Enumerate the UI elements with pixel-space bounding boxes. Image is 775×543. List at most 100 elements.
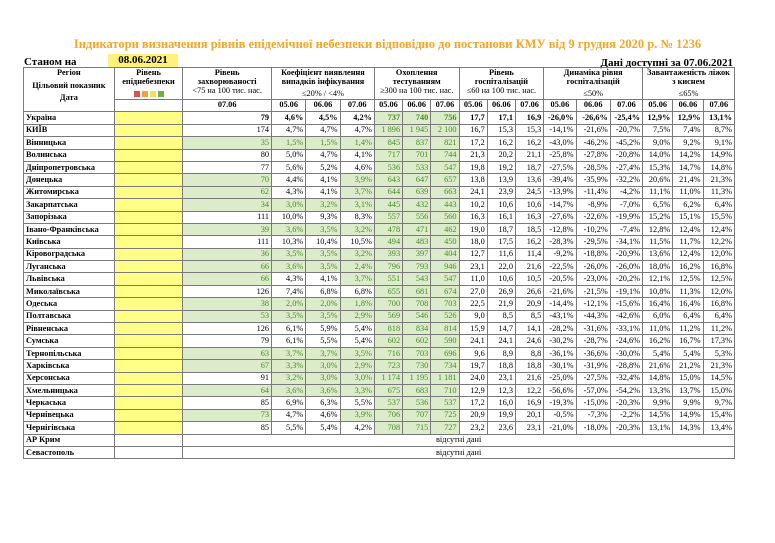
region-name: Донецька — [23, 173, 115, 187]
value-cell: 19,8 — [458, 160, 488, 175]
value-cell: 24,1 — [486, 334, 517, 348]
value-cell: 6,0% — [642, 309, 674, 324]
value-cell: 12,5% — [702, 272, 736, 286]
value-cell: 53 — [182, 309, 273, 324]
value-cell: 17,3% — [702, 334, 736, 348]
level-cell — [113, 160, 184, 175]
value-cell: 6,4% — [702, 309, 736, 324]
value-cell: -0,5% — [543, 408, 577, 423]
value-cell: 4,7% — [271, 408, 307, 423]
value-cell: 20,6% — [642, 173, 674, 187]
value-cell: 11,1% — [642, 185, 674, 200]
value-cell: 73 — [182, 408, 273, 423]
value-cell: 17,2 — [458, 396, 488, 410]
region-name: Кіровоградська — [23, 247, 115, 262]
value-cell: 21,6 — [514, 371, 545, 386]
value-cell: 4,6% — [339, 160, 375, 175]
value-cell: 717 — [373, 148, 404, 162]
table-row: Миколаївська 126 7,4% 6,8% 6,8% 655 681 674 27,0… — [23, 284, 736, 299]
table-row: Волинська 80 5,0% 4,7% 4,1% 717 701 744 21,3 20,2… — [23, 148, 736, 162]
value-cell: 4,3% — [271, 272, 307, 286]
value-cell: -15,6% — [609, 297, 644, 311]
value-cell: -56,6% — [543, 383, 577, 398]
region-name: Дніпропетровська — [23, 160, 115, 175]
value-cell: 3,2% — [339, 247, 375, 262]
value-cell: 64 — [182, 383, 273, 398]
value-cell: 12,1% — [642, 272, 674, 286]
value-cell: -26,6% — [575, 111, 611, 125]
value-cell: 6,1% — [271, 322, 307, 336]
value-cell: 706 — [373, 408, 404, 423]
value-cell: -27,5% — [575, 371, 611, 386]
table-row: Тернопільська 63 3,7% 3,7% 3,5% 716 703 696 9,6 8… — [23, 346, 736, 361]
value-cell: -27,5% — [543, 160, 577, 175]
value-cell: 4,1% — [339, 148, 375, 162]
value-cell: -4,2% — [609, 185, 644, 200]
testing-header: Охоплення тестуванням ≥300 на 100 тис. н… — [373, 67, 460, 100]
region-name: Україна — [23, 111, 115, 125]
level-cell — [113, 210, 184, 224]
value-cell: 34 — [182, 198, 273, 212]
value-cell: 24,0 — [458, 371, 488, 386]
value-cell: 4,2% — [339, 421, 375, 435]
value-cell: 730 — [402, 359, 432, 373]
value-cell: 11,7% — [672, 235, 704, 249]
morbidity-date: 07.06 — [182, 98, 273, 113]
value-cell: 644 — [373, 185, 404, 200]
value-cell: 20,2 — [486, 148, 517, 162]
value-cell: 707 — [402, 408, 432, 423]
region-name: АР Крим — [23, 433, 115, 447]
value-cell: 16,2% — [672, 260, 704, 274]
value-cell: 23,1 — [514, 421, 545, 435]
level-header: Рівень епіднебезпеки — [113, 67, 184, 100]
value-cell: 21,6 — [514, 260, 545, 274]
value-cell: 404 — [430, 247, 460, 262]
level-cell — [113, 322, 184, 336]
table-row: Херсонська 91 3,2% 3,0% 3,0% 1 174 1 195 1 181 2… — [23, 371, 736, 386]
value-cell: -14,4% — [543, 297, 577, 311]
value-cell: 15,0% — [702, 383, 736, 398]
value-cell: 14,3% — [672, 421, 704, 435]
value-cell: 12,4% — [672, 247, 704, 262]
value-cell: 5,5% — [305, 334, 341, 348]
value-cell: 126 — [182, 284, 273, 299]
value-cell: 16,7% — [672, 334, 704, 348]
value-cell: 21,2% — [672, 359, 704, 373]
value-cell: 602 — [402, 334, 432, 348]
value-cell: -18,0% — [575, 421, 611, 435]
region-name: Сумська — [23, 334, 115, 348]
value-cell: 818 — [373, 322, 404, 336]
value-cell: -28,5% — [575, 160, 611, 175]
value-cell: 551 — [373, 272, 404, 286]
value-cell: 79 — [182, 334, 273, 348]
value-cell: 9,1% — [702, 136, 736, 150]
value-cell: 63 — [182, 346, 273, 361]
value-cell: 18,8 — [514, 359, 545, 373]
level-cell — [113, 396, 184, 410]
value-cell: 3,9% — [339, 408, 375, 423]
value-cell: 9,7% — [702, 396, 736, 410]
value-cell: 4,1% — [305, 185, 341, 200]
value-cell: 11,4 — [514, 247, 545, 262]
value-cell: 62 — [182, 185, 273, 200]
value-cell: 14,7% — [672, 160, 704, 175]
value-cell: 36 — [182, 247, 273, 262]
value-cell: 13,9 — [486, 173, 517, 187]
value-cell: 2,9% — [339, 309, 375, 324]
value-cell: 537 — [430, 396, 460, 410]
value-cell: 21,6% — [642, 359, 674, 373]
value-cell: 5,4% — [339, 322, 375, 336]
value-cell: 3,6% — [271, 260, 307, 274]
value-cell: 715 — [402, 421, 432, 435]
value-cell: 696 — [430, 346, 460, 361]
value-cell: 946 — [430, 260, 460, 274]
value-cell: -39,4% — [543, 173, 577, 187]
value-cell: 18,7 — [486, 222, 517, 237]
value-cell: 15,3 — [486, 123, 517, 138]
value-cell: 18,0 — [458, 235, 488, 249]
level-cell — [113, 371, 184, 386]
region-name: Харківська — [23, 359, 115, 373]
value-cell: 674 — [430, 284, 460, 299]
value-cell: 26,9 — [486, 284, 517, 299]
value-cell: 11,0 — [458, 272, 488, 286]
